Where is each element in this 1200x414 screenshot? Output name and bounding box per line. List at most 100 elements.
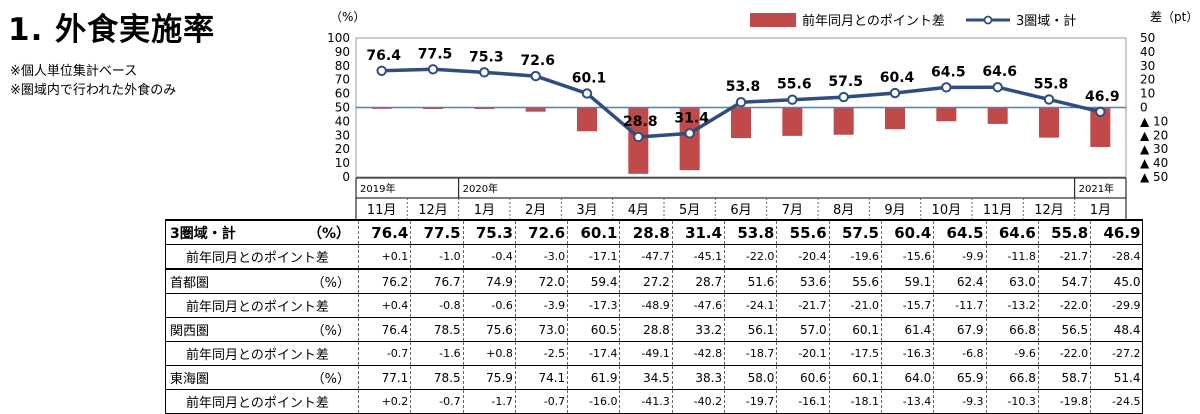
month-label: 9月 bbox=[884, 203, 905, 218]
table-cell: 72.6 bbox=[514, 220, 568, 245]
table-cell: -11.7 bbox=[933, 293, 987, 318]
month-label: 7月 bbox=[782, 203, 803, 218]
table-cell: -15.6 bbox=[880, 244, 934, 270]
month-label: 1月 bbox=[1090, 203, 1111, 218]
row-unit: （%） bbox=[307, 225, 350, 242]
table-cell: 60.4 bbox=[880, 220, 934, 245]
table-cell: -0.8 bbox=[410, 293, 464, 318]
table-cell: 72.0 bbox=[514, 269, 568, 294]
table-row: 首都圏 （%） 76.2 76.7 74.9 72.0 59.4 27.2 28.7 51.6 53… bbox=[165, 269, 1143, 294]
month-label: 1月 bbox=[474, 203, 495, 218]
right-tick-label: 30 bbox=[1140, 59, 1155, 73]
diff-bar bbox=[577, 107, 597, 132]
table-cell: 61.9 bbox=[567, 365, 620, 390]
table-cell: 46.9 bbox=[1090, 220, 1143, 245]
table-cell: -24.1 bbox=[724, 293, 777, 318]
right-tick-label: ▲ 50 bbox=[1140, 170, 1168, 184]
table-cell: 56.5 bbox=[1037, 317, 1091, 342]
table-cell: 53.6 bbox=[776, 269, 830, 294]
right-tick-label: 40 bbox=[1140, 45, 1155, 59]
table-cell: 28.7 bbox=[671, 269, 725, 294]
page-title: 1. 外食実施率 bbox=[8, 12, 216, 48]
table-cell: 59.1 bbox=[880, 269, 934, 294]
month-label: 12月 bbox=[418, 203, 448, 218]
left-tick-label: 10 bbox=[335, 156, 350, 170]
row-label-text: 東海圏 bbox=[170, 372, 210, 387]
left-tick-label: 100 bbox=[327, 31, 350, 45]
table-cell: 78.5 bbox=[410, 365, 464, 390]
table-cell: -0.4 bbox=[462, 244, 516, 270]
month-label: 5月 bbox=[679, 203, 700, 218]
table-cell: -17.5 bbox=[828, 341, 882, 366]
month-label: 6月 bbox=[730, 203, 751, 218]
line-point bbox=[889, 87, 901, 99]
table-cell: -42.8 bbox=[671, 341, 725, 366]
table-cell: 74.9 bbox=[462, 269, 516, 294]
table-cell: 38.3 bbox=[671, 365, 725, 390]
year-label: 2021年 bbox=[1079, 182, 1114, 195]
right-tick-label: 50 bbox=[1140, 31, 1155, 45]
diff-bar bbox=[731, 107, 751, 139]
row-unit: （%） bbox=[311, 324, 350, 339]
table-cell: -18.7 bbox=[724, 341, 777, 366]
table-cell: 76.7 bbox=[410, 269, 464, 294]
note-basis: ※個人単位集計ベース bbox=[10, 64, 138, 79]
table-row: 東海圏 （%） 77.1 78.5 75.9 74.1 61.9 34.5 38.3 58.0 60… bbox=[165, 365, 1143, 390]
table-cell: 74.1 bbox=[514, 365, 568, 390]
row-label: 3圏域・計 （%） bbox=[165, 220, 359, 245]
line-point bbox=[1043, 94, 1055, 105]
diff-bar bbox=[987, 107, 1008, 124]
right-tick-label: 0 bbox=[1140, 101, 1148, 115]
table-cell: -21.7 bbox=[776, 293, 830, 318]
table-cell: -1.6 bbox=[410, 341, 464, 366]
row-label-text: 関西圏 bbox=[170, 324, 210, 339]
table-cell: 75.3 bbox=[462, 220, 516, 245]
row-label-text: 前年同月とのポイント差 bbox=[186, 251, 329, 266]
table-cell: 27.2 bbox=[619, 269, 673, 294]
line-data-label: 28.8 bbox=[623, 114, 658, 130]
table-cell: 28.8 bbox=[619, 317, 673, 342]
line-point bbox=[992, 82, 1003, 93]
table-cell: 60.1 bbox=[828, 317, 882, 342]
right-tick-label: ▲ 10 bbox=[1140, 114, 1168, 128]
line-data-label: 53.8 bbox=[726, 79, 761, 95]
month-label: 4月 bbox=[628, 203, 649, 218]
left-tick-label: 60 bbox=[335, 87, 350, 101]
left-tick-label: 20 bbox=[335, 142, 350, 156]
line-data-label: 31.4 bbox=[674, 110, 709, 126]
table-cell: 77.5 bbox=[410, 220, 464, 245]
table-cell: -17.3 bbox=[567, 293, 620, 318]
row-label-text: 前年同月とのポイント差 bbox=[186, 348, 329, 363]
table-cell: -21.0 bbox=[828, 293, 882, 318]
table-cell: 55.6 bbox=[776, 220, 830, 245]
month-label: 11月 bbox=[983, 203, 1013, 218]
line-point bbox=[941, 82, 952, 93]
right-tick-label: ▲ 30 bbox=[1140, 142, 1168, 156]
right-axis-label: 差（pt） bbox=[1150, 10, 1198, 24]
table-cell: -0.7 bbox=[357, 341, 411, 366]
table-cell: -3.9 bbox=[514, 293, 568, 318]
month-label: 11月 bbox=[367, 203, 397, 218]
left-tick-label: 50 bbox=[335, 101, 350, 115]
table-cell: 45.0 bbox=[1090, 269, 1143, 294]
line-data-label: 57.5 bbox=[828, 74, 863, 90]
left-axis-label: （%） bbox=[330, 10, 365, 24]
row-label-text: 前年同月とのポイント差 bbox=[186, 300, 329, 315]
line-point bbox=[735, 97, 747, 108]
table-cell: -2.5 bbox=[514, 341, 568, 366]
table-row: 前年同月とのポイント差 +0.1 -1.0 -0.4 -3.0 -17.1 -47.7 -45… bbox=[165, 244, 1143, 270]
table-cell: 55.8 bbox=[1037, 220, 1091, 245]
table-cell: 57.0 bbox=[776, 317, 830, 342]
left-tick-label: 90 bbox=[335, 45, 350, 59]
line-data-label: 46.9 bbox=[1085, 89, 1120, 105]
line-data-label: 60.4 bbox=[880, 70, 915, 86]
table-cell: 34.5 bbox=[619, 365, 673, 390]
legend-line-label: 3圏域・計 bbox=[1016, 13, 1076, 29]
line-data-label: 55.8 bbox=[1034, 76, 1069, 92]
table-cell: -27.2 bbox=[1090, 341, 1143, 366]
table-cell: -45.1 bbox=[671, 244, 725, 270]
row-label: 首都圏 （%） bbox=[165, 269, 359, 294]
table-row: 3圏域・計 （%） 76.4 77.5 75.3 72.6 60.1 28.8 31.4 53.8… bbox=[165, 220, 1143, 245]
left-tick-label: 30 bbox=[335, 128, 350, 142]
